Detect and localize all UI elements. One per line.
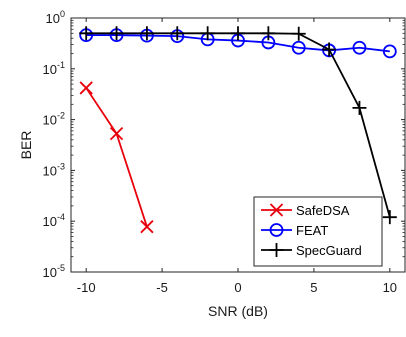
y-tick-label: 10-2 [43,111,65,128]
data-point-feat [382,44,397,59]
data-point-safedsa [140,220,154,234]
legend-item-feat: FEAT [261,223,328,238]
data-point-specguard [352,100,367,115]
legend-marker-safedsa [269,203,284,217]
legend-marker-feat [269,223,284,237]
x-tick-label: -10 [77,280,96,295]
legend: SafeDSA FEAT SpecGuard [253,196,383,267]
data-point-specguard [382,210,397,225]
data-point-feat [352,40,367,55]
data-point-specguard [79,26,94,41]
plot-frame [70,17,406,273]
data-point-safedsa [109,126,124,141]
data-point-specguard [139,26,154,41]
legend-label-feat: FEAT [296,223,328,238]
data-point-feat [291,40,306,55]
data-point-specguard [200,26,215,41]
y-tick-label: 10-1 [43,60,65,77]
x-tick-label: 5 [310,280,317,295]
x-tick-label: 0 [234,280,241,295]
series-safedsa [79,81,154,234]
y-tick-label: 10-4 [43,212,65,229]
data-point-specguard [322,42,337,57]
data-point-specguard [261,26,276,41]
data-point-specguard [231,26,245,41]
x-tick-label: 10 [383,280,397,295]
legend-item-specguard: SpecGuard [261,243,362,258]
legend-item-safedsa: SafeDSA [261,203,350,218]
legend-label-safedsa: SafeDSA [296,203,350,218]
y-tick-label: 10-5 [43,263,65,280]
legend-label-specguard: SpecGuard [296,243,362,258]
y-tick-label: 100 [46,9,65,26]
data-point-specguard [291,26,306,41]
x-axis-label: SNR (dB) [208,303,268,319]
series-layer [79,26,397,234]
data-point-specguard [170,26,185,41]
data-point-safedsa [79,81,93,95]
x-tick-label: -5 [156,280,168,295]
series-line-feat [86,34,390,53]
y-tick-label: 10-3 [43,161,65,178]
data-point-specguard [109,26,124,41]
series-specguard [79,26,397,225]
legend-marker-specguard [269,243,284,257]
y-axis-label: BER [18,131,34,160]
